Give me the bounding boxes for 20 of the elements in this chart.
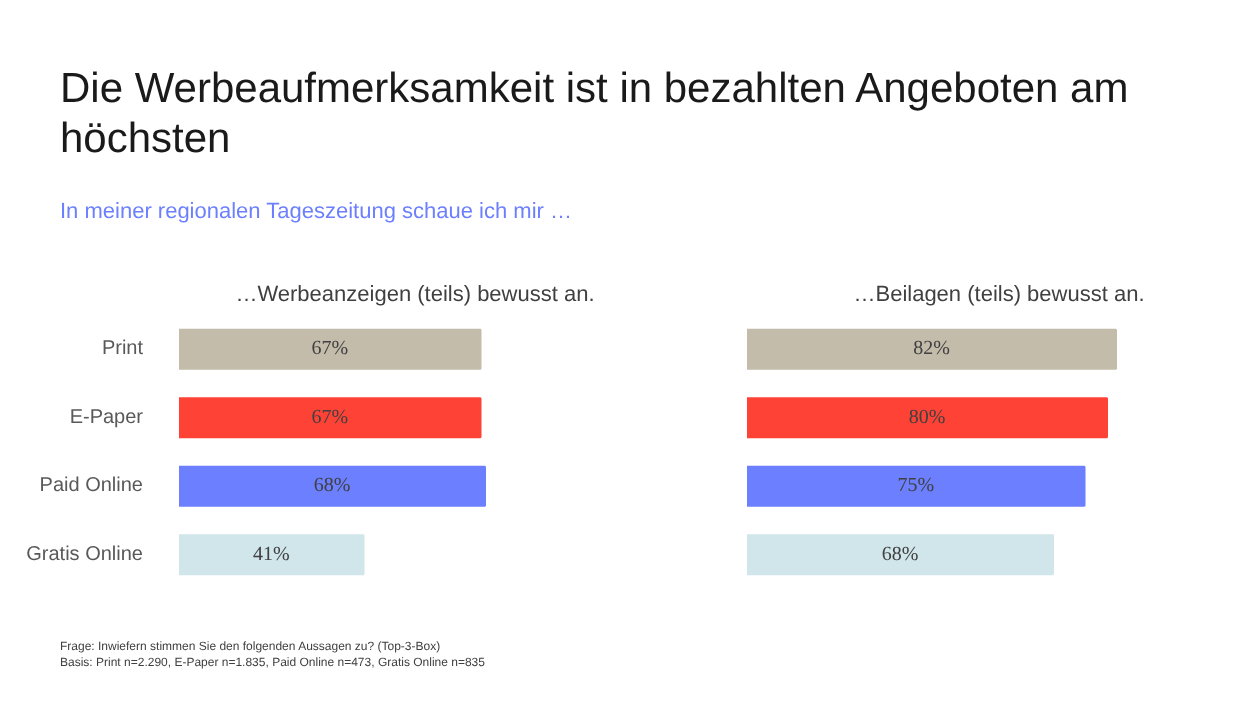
y-tick-label: Paid Online [39,475,144,498]
bar [747,534,1054,576]
data-label: 68% [881,543,919,566]
y-tick-label: Gratis Online [26,543,144,566]
data-label: 75% [897,475,935,498]
bar [747,465,1086,507]
bar [747,328,1117,370]
x-axis-title: …Beilagen (teils) bewusst an. [853,283,1145,307]
chart-subtitle: In meiner regionalen Tageszeitung schaue ich mir … [60,198,572,228]
x-axis-title: …Werbeanzeigen (teils) bewusst an. [235,283,595,307]
y-tick-label: E-Paper [69,406,145,429]
y-tick-label: Print [101,338,144,361]
data-label: 82% [913,338,950,361]
data-label: 67% [311,406,349,429]
data-label: 67% [311,338,349,361]
data-label: 68% [313,475,351,498]
data-label: 80% [908,406,946,429]
bar [747,397,1108,439]
text: Die Werbeaufmerksamkeit ist in bezahlten Angeboten am höchsten [60,64,1131,164]
data-label: 41% [252,543,290,566]
